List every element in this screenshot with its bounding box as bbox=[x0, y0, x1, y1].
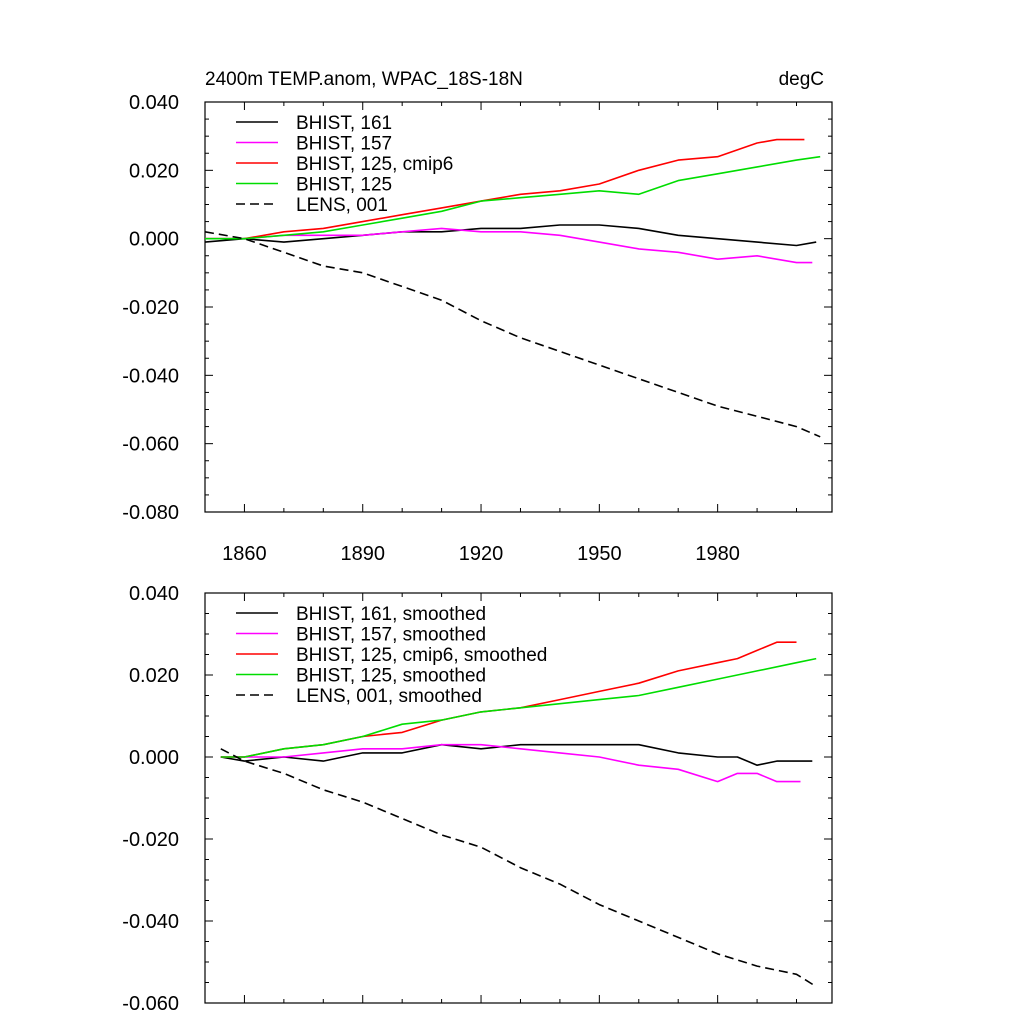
legend-label: BHIST, 125 bbox=[296, 175, 392, 196]
y-tick-label: -0.060 bbox=[122, 434, 179, 456]
series-line-bhist-157 bbox=[205, 227, 813, 264]
y-tick-label: -0.020 bbox=[122, 297, 179, 319]
y-tick-label: -0.060 bbox=[122, 993, 179, 1015]
legend-label: BHIST, 157, smoothed bbox=[296, 625, 486, 646]
x-tick-label: 1980 bbox=[695, 543, 740, 565]
top-panel: 0.040 0.020 0.000 -0.020 -0.040 -0.060 -0.080 1… bbox=[122, 69, 833, 565]
x-tick-label: 1860 bbox=[222, 543, 267, 565]
y-tick-label: -0.040 bbox=[122, 911, 179, 933]
y-tick-label: 0.040 bbox=[129, 92, 179, 114]
y-tick-label: 0.000 bbox=[129, 229, 179, 251]
series-line-bhist-161-smoothed bbox=[220, 743, 813, 767]
y-tick-label: 0.040 bbox=[129, 583, 179, 605]
legend-label: BHIST, 125, smoothed bbox=[296, 666, 486, 687]
y-tick-label: 0.020 bbox=[129, 160, 179, 182]
legend-label: BHIST, 125, cmip6, smoothed bbox=[296, 645, 547, 666]
series-line-bhist-125-smoothed bbox=[220, 657, 817, 758]
units-label: degC bbox=[779, 69, 824, 90]
legend-label: BHIST, 157 bbox=[296, 134, 392, 155]
bottom-panel: 0.040 0.020 0.000 -0.020 -0.040 -0.060 BHIST, … bbox=[122, 583, 833, 1015]
legend-label: LENS, 001, smoothed bbox=[296, 686, 482, 707]
legend-label: BHIST, 125, cmip6 bbox=[296, 154, 453, 175]
chart-title: 2400m TEMP.anom, WPAC_18S-18N bbox=[205, 69, 523, 90]
legend-label: BHIST, 161 bbox=[296, 113, 392, 134]
series-line-lens-001-smoothed bbox=[220, 748, 817, 988]
series-line-bhist-161 bbox=[204, 224, 817, 247]
y-tick-label: -0.020 bbox=[122, 829, 179, 851]
x-tick-label: 1890 bbox=[340, 543, 385, 565]
series-line-bhist-125-cmip6 bbox=[205, 138, 805, 240]
x-tick-label: 1950 bbox=[577, 543, 622, 565]
legend-label: LENS, 001 bbox=[296, 195, 388, 216]
y-tick-label: -0.080 bbox=[122, 502, 179, 524]
legend-label: BHIST, 161, smoothed bbox=[296, 604, 486, 625]
series-line-bhist-157-smoothed bbox=[220, 743, 801, 783]
series-line-lens-001 bbox=[204, 231, 821, 438]
series-line-bhist-125 bbox=[205, 155, 821, 240]
y-tick-label: 0.000 bbox=[129, 747, 179, 769]
x-tick-label: 1920 bbox=[459, 543, 504, 565]
y-tick-label: -0.040 bbox=[122, 365, 179, 387]
y-tick-label: 0.020 bbox=[129, 665, 179, 687]
